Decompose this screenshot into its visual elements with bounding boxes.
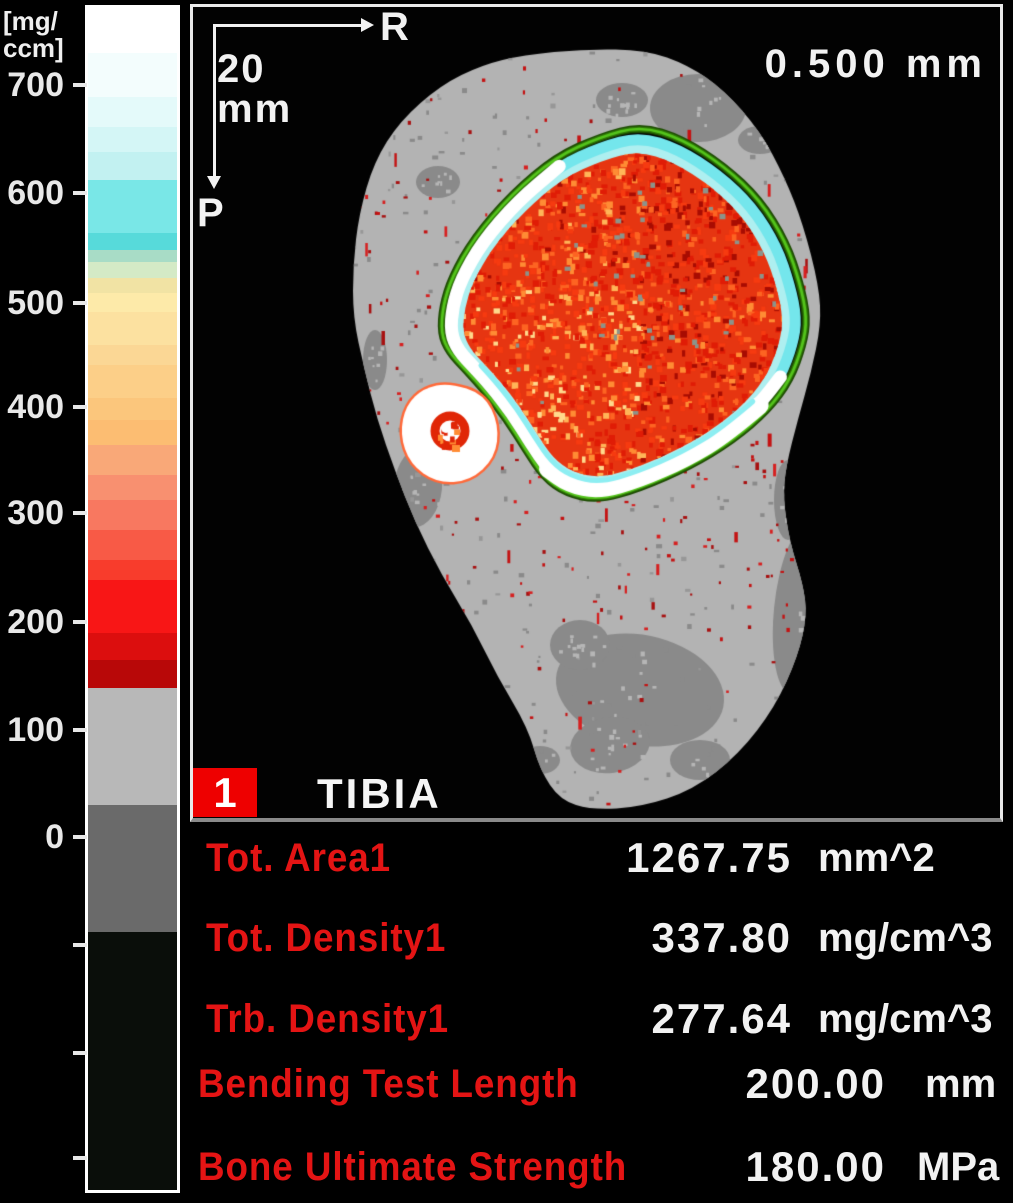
colorbar-segment xyxy=(88,398,177,420)
colorbar-tick-label: 100 xyxy=(7,711,64,749)
r-arrowhead-icon xyxy=(361,18,374,32)
r-arrow-line xyxy=(213,24,362,27)
colorbar-tick-label: 300 xyxy=(7,494,64,532)
colorbar-segment xyxy=(88,293,177,312)
colorbar-tick xyxy=(73,1156,87,1160)
colorbar-segment xyxy=(88,660,177,688)
colorbar-segment xyxy=(88,97,177,127)
colorbar-segment xyxy=(88,633,177,660)
result-label: Tot. Area1 xyxy=(206,836,392,880)
colorbar-segment xyxy=(88,278,177,293)
colorbar-segment xyxy=(88,365,177,398)
colorbar-unit-label: [mg/ccm] xyxy=(3,8,64,62)
colorbar-segment xyxy=(88,53,177,97)
colorbar-segment xyxy=(88,180,177,233)
result-unit: mg/cm^3 xyxy=(818,997,993,1041)
colorbar-segment xyxy=(88,932,177,1190)
colorbar-tick xyxy=(73,1051,87,1055)
scan-canvas xyxy=(193,7,1000,818)
roi-name-label: TIBIA xyxy=(317,770,442,817)
scan-frame: R 20 mm P 0.500 mm 1 TIBIA xyxy=(190,4,1003,822)
p-axis-label: P xyxy=(197,191,224,235)
colorbar-unit-line1: [mg/ xyxy=(3,6,58,36)
roi-number-badge: 1 xyxy=(193,768,257,817)
colorbar-segment xyxy=(88,500,177,530)
result-value: 277.64 xyxy=(651,995,792,1042)
colorbar-segment xyxy=(88,580,177,633)
colorbar-unit-line2: ccm] xyxy=(3,33,64,63)
colorbar-tick xyxy=(73,511,87,515)
result-label: Bending Test Length xyxy=(198,1062,579,1106)
colorbar-segment xyxy=(88,345,177,365)
result-value: 337.80 xyxy=(651,914,792,961)
colorbar-segment xyxy=(88,420,177,445)
result-unit: mm xyxy=(925,1062,997,1106)
colorbar-tick-label: 400 xyxy=(7,388,64,426)
colorbar-tick xyxy=(73,191,87,195)
colorbar-segment xyxy=(88,250,177,262)
pixel-size-label: 0.500 mm xyxy=(764,42,987,86)
colorbar-segment xyxy=(88,530,177,560)
colorbar-segment xyxy=(88,805,177,932)
scale-length-label: 20 mm xyxy=(217,47,293,131)
colorbar-segment xyxy=(88,312,177,345)
colorbar-tick xyxy=(73,835,87,839)
p-arrow-line xyxy=(213,24,216,176)
result-value: 200.00 xyxy=(745,1060,886,1107)
result-label: Trb. Density1 xyxy=(206,997,450,1041)
colorbar-segment xyxy=(88,262,177,278)
colorbar-segment xyxy=(88,445,177,475)
roi-number: 1 xyxy=(213,769,237,816)
result-unit: mm^2 xyxy=(818,836,935,880)
colorbar-tick xyxy=(73,405,87,409)
result-value: 180.00 xyxy=(745,1143,886,1190)
colorbar-tick xyxy=(73,728,87,732)
colorbar-segment xyxy=(88,8,177,53)
result-label: Bone Ultimate Strength xyxy=(198,1145,628,1189)
p-arrowhead-icon xyxy=(207,176,221,189)
colorbar-tick xyxy=(73,83,87,87)
colorbar-segment xyxy=(88,475,177,500)
result-unit: MPa xyxy=(917,1145,1000,1189)
result-label: Tot. Density1 xyxy=(206,916,447,960)
colorbar-segment xyxy=(88,233,177,250)
result-value: 1267.75 xyxy=(626,834,792,881)
colorbar-tick xyxy=(73,943,87,947)
colorbar-tick xyxy=(73,620,87,624)
colorbar-segment xyxy=(88,688,177,805)
colorbar-segment xyxy=(88,560,177,580)
colorbar-segment xyxy=(88,152,177,180)
colorbar-tick-label: 600 xyxy=(7,174,64,212)
r-axis-label: R xyxy=(380,5,409,49)
result-unit: mg/cm^3 xyxy=(818,916,993,960)
colorbar-gradient xyxy=(85,5,180,1193)
colorbar-tick xyxy=(73,301,87,305)
colorbar-segment xyxy=(88,127,177,152)
colorbar-tick-label: 700 xyxy=(7,66,64,104)
colorbar-tick-label: 500 xyxy=(7,284,64,322)
colorbar-tick-label: 0 xyxy=(45,818,64,856)
colorbar-tick-label: 200 xyxy=(7,603,64,641)
